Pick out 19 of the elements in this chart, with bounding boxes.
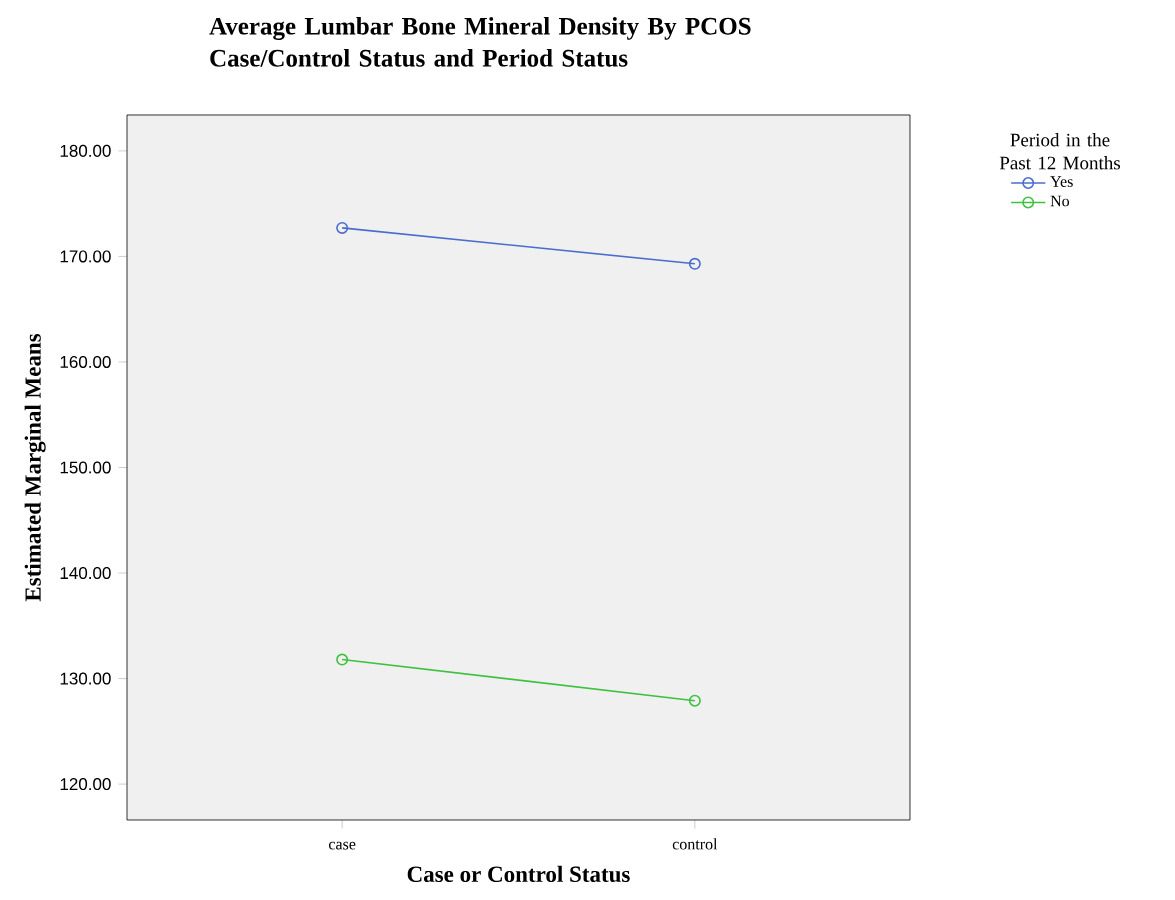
y-tick-label: 130.00: [60, 672, 111, 685]
y-axis-title: Estimated Marginal Means: [24, 333, 46, 602]
y-tick-label: 160.00: [60, 355, 111, 368]
y-tick-label: 180.00: [60, 144, 111, 157]
legend-label: No: [1050, 195, 1070, 207]
y-tick-label: 170.00: [60, 250, 111, 263]
point: [336, 653, 349, 666]
legend-title: Period in the Past 12 Months: [999, 133, 1121, 170]
legend-label: Yes: [1050, 176, 1073, 187]
chart-title: Average Lumbar Bone Mineral Density By PCOS Case/Control Status and Period Status: [209, 17, 751, 67]
y-tick-label: 150.00: [60, 461, 111, 474]
point: [336, 221, 349, 234]
y-tick-label: 120.00: [60, 778, 111, 791]
point: [688, 694, 701, 707]
point: [688, 257, 701, 270]
x-tick-label: case: [328, 841, 356, 850]
x-axis-title: Case or Control Status: [407, 865, 630, 883]
x-tick-label: control: [672, 838, 718, 850]
y-tick-label: 140.00: [60, 567, 111, 580]
